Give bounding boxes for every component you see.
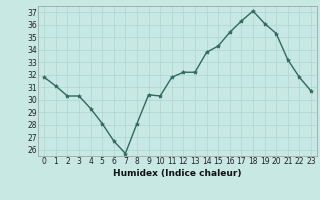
X-axis label: Humidex (Indice chaleur): Humidex (Indice chaleur): [113, 169, 242, 178]
